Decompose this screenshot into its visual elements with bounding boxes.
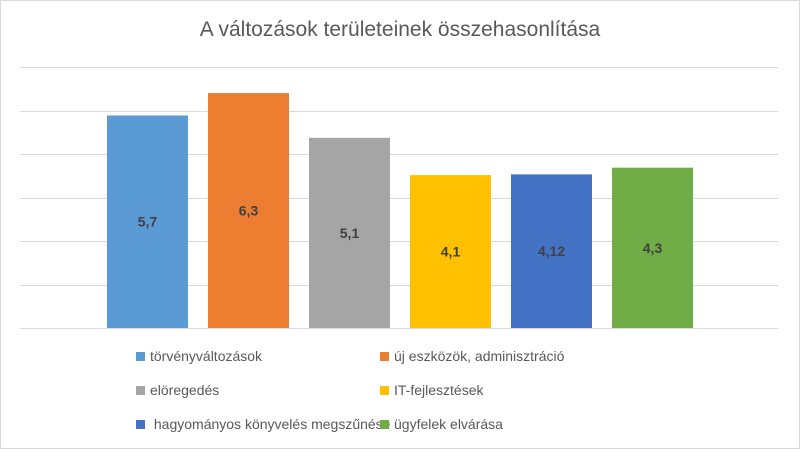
legend-item: IT-fejlesztések — [380, 382, 483, 398]
chart-title: A változások területeinek összehasonlítá… — [199, 18, 601, 41]
legend-label: új eszközök, adminisztráció — [394, 348, 565, 364]
legend-label: törvényváltozások — [150, 348, 263, 364]
data-label: 5,7 — [138, 214, 158, 230]
bar — [612, 167, 693, 328]
data-label: 5,1 — [340, 225, 360, 241]
bar — [410, 175, 491, 328]
legend-item: törvényváltozások — [136, 348, 262, 364]
legend-item: hagyományos könyvelés megszűnése — [136, 416, 390, 432]
data-label: 4,1 — [441, 244, 461, 260]
legend-label: ügyfelek elvárása — [394, 416, 503, 432]
legend-swatch — [380, 351, 389, 361]
legend-label: IT-fejlesztések — [394, 382, 484, 398]
legend-item: új eszközök, adminisztráció — [380, 348, 564, 364]
bar — [511, 174, 592, 328]
legend-item: elöregedés — [136, 382, 219, 398]
legend-item: ügyfelek elvárása — [380, 416, 503, 432]
legend-label: elöregedés — [150, 382, 220, 398]
bar — [107, 115, 188, 328]
bar — [309, 137, 390, 328]
legend-swatch — [136, 419, 145, 429]
data-label: 4,12 — [538, 243, 565, 259]
data-label: 6,3 — [239, 203, 259, 219]
legend-swatch — [380, 385, 389, 395]
legend-swatch — [136, 385, 145, 395]
data-label: 4,3 — [643, 240, 663, 256]
legend-swatch — [380, 419, 389, 429]
bar — [208, 93, 289, 328]
legend-swatch — [136, 351, 145, 361]
legend-label: hagyományos könyvelés megszűnése — [150, 416, 391, 432]
